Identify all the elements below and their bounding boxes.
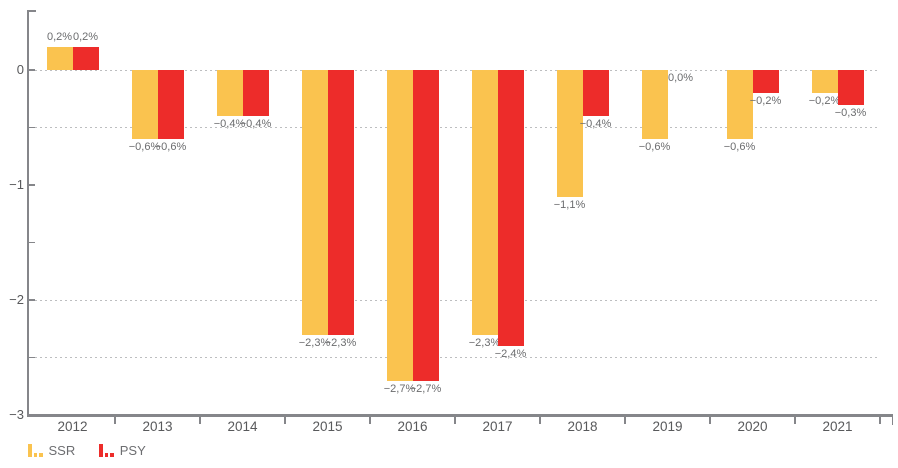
value-label-ssr-2021: −0,2%	[808, 95, 841, 107]
legend: SSR PSY	[28, 443, 146, 458]
bar-ssr-2013	[131, 70, 158, 139]
value-label-psy-2016: −2,7%	[409, 382, 442, 395]
bar-psy-2016	[412, 70, 439, 381]
x-tick-label-2016: 2016	[397, 419, 428, 434]
y-tick-label: −1	[9, 177, 24, 192]
bar-psy-2017	[497, 70, 524, 346]
x-tick-label-2012: 2012	[57, 419, 88, 434]
y-tick-label: 0	[16, 62, 24, 77]
value-label-ssr-2015: −2,3%	[298, 336, 331, 349]
y-axis-tick	[29, 69, 35, 71]
x-tick-label-2014: 2014	[227, 419, 258, 434]
y-tick-label: −3	[9, 407, 24, 422]
legend-label-ssr: SSR	[48, 443, 76, 458]
y-axis-tick	[29, 126, 35, 129]
bar-ssr-2017	[471, 70, 498, 335]
value-label-ssr-2017: −2,3%	[468, 336, 501, 349]
value-label-psy-2020: −0,2%	[749, 95, 782, 107]
x-axis-tick	[794, 416, 796, 424]
gridline	[30, 357, 880, 358]
bar-ssr-2020	[726, 70, 753, 139]
gridline	[30, 299, 880, 301]
y-axis	[27, 10, 29, 415]
y-axis-tick	[29, 299, 35, 301]
bar-ssr-2018	[556, 70, 583, 197]
x-axis-tick	[284, 416, 286, 424]
x-tick-label-2019: 2019	[652, 419, 683, 434]
psy-bars-icon	[99, 443, 114, 457]
x-axis	[27, 413, 893, 417]
x-tick-label-2015: 2015	[312, 419, 343, 434]
y-tick-label: −2	[9, 292, 24, 307]
y-axis-top-cap	[27, 10, 36, 12]
bar-psy-2018	[582, 70, 609, 116]
value-label-ssr-2018: −1,1%	[553, 198, 586, 211]
legend-item-ssr: SSR	[28, 443, 76, 458]
x-axis-tick	[199, 416, 201, 424]
bar-psy-2012	[72, 47, 99, 70]
value-label-psy-2018: −0,4%	[579, 118, 612, 130]
value-label-ssr-2013: −0,6%	[128, 141, 161, 153]
legend-item-psy: PSY	[99, 443, 146, 458]
value-label-ssr-2020: −0,6%	[723, 141, 756, 153]
bar-psy-2020	[752, 70, 779, 93]
x-tick-label-2018: 2018	[567, 419, 598, 434]
bar-psy-2013	[157, 70, 184, 139]
x-axis-tick	[369, 416, 371, 424]
x-axis-tick	[539, 416, 541, 424]
y-axis-tick	[29, 241, 35, 244]
x-axis-tick	[624, 416, 626, 424]
value-label-ssr-2016: −2,7%	[383, 382, 416, 395]
value-label-psy-2015: −2,3%	[324, 336, 357, 349]
value-label-psy-2013: −0,6%	[154, 141, 187, 153]
x-tick-label-2020: 2020	[737, 419, 768, 434]
x-tick-label-2017: 2017	[482, 419, 513, 434]
bar-psy-2015	[327, 70, 354, 335]
gridline	[30, 69, 880, 71]
x-tick-label-2021: 2021	[822, 419, 853, 434]
bar-psy-2021	[837, 70, 864, 105]
y-axis-tick	[29, 356, 35, 359]
bar-ssr-2016	[386, 70, 413, 381]
value-label-psy-2019: 0,0%	[667, 72, 694, 84]
bar-ssr-2015	[301, 70, 328, 335]
x-axis-tick	[454, 416, 456, 424]
bar-ssr-2019	[641, 70, 668, 139]
legend-label-psy: PSY	[119, 443, 146, 458]
y-axis-tick	[29, 184, 35, 186]
bar-psy-2014	[242, 70, 269, 116]
gridline	[30, 127, 880, 128]
x-tick-label-2013: 2013	[142, 419, 173, 434]
bar-ssr-2021	[811, 70, 838, 93]
bar-ssr-2014	[216, 70, 243, 116]
x-axis-tick	[879, 416, 881, 424]
x-axis-end-cap	[891, 413, 893, 425]
value-label-ssr-2014: −0,4%	[213, 118, 246, 130]
value-label-psy-2014: −0,4%	[239, 118, 272, 130]
x-axis-tick	[709, 416, 711, 424]
value-label-ssr-2012: 0,2%	[46, 31, 73, 43]
value-label-ssr-2019: −0,6%	[638, 141, 671, 153]
bar-ssr-2012	[46, 47, 73, 70]
ssr-bars-icon	[28, 443, 43, 457]
value-label-psy-2012: 0,2%	[72, 31, 99, 43]
value-label-psy-2021: −0,3%	[834, 106, 867, 119]
x-axis-tick	[114, 416, 116, 424]
value-label-psy-2017: −2,4%	[494, 348, 527, 360]
